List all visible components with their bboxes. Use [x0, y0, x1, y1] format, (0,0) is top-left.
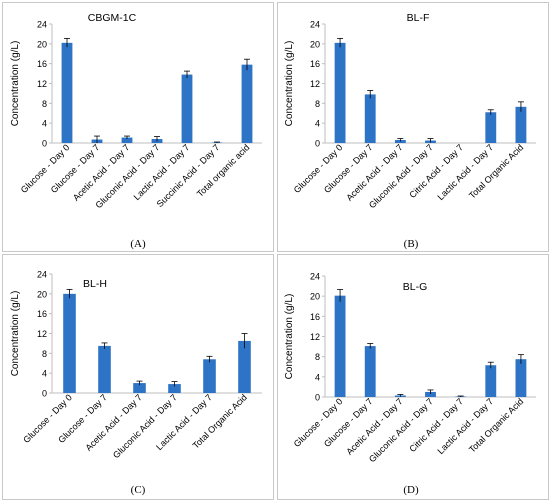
- bar: [334, 42, 346, 143]
- y-tick-label: 4: [315, 372, 320, 382]
- y-tick-label: 16: [310, 312, 320, 322]
- y-tick-label: 8: [42, 99, 47, 109]
- bar: [485, 112, 497, 143]
- panel-label-a: (A): [130, 238, 146, 250]
- bar: [485, 365, 497, 397]
- y-tick-label: 12: [37, 329, 47, 339]
- bar: [181, 74, 193, 143]
- y-tick-label: 24: [37, 20, 47, 30]
- y-tick-label: 0: [315, 139, 320, 149]
- bar: [61, 42, 73, 143]
- y-tick-label: 12: [310, 79, 320, 89]
- y-tick-label: 4: [42, 369, 47, 379]
- y-axis-label: Concentration (g/L): [284, 294, 295, 380]
- y-tick-label: 0: [315, 393, 320, 403]
- y-tick-label: 20: [37, 39, 47, 49]
- chart-title: BL-H: [83, 278, 107, 290]
- y-tick-label: 8: [42, 349, 47, 359]
- y-tick-label: 0: [42, 389, 47, 399]
- bar: [334, 295, 346, 397]
- bar: [364, 94, 376, 143]
- panel-c-frame: [2, 254, 274, 500]
- y-tick-label: 12: [37, 79, 47, 89]
- panel-label-b: (B): [403, 238, 419, 250]
- y-tick-label: 16: [37, 59, 47, 69]
- x-tick-label: Acetic Acid - Day 7: [344, 396, 404, 456]
- y-tick-label: 4: [315, 119, 320, 129]
- x-tick-label: Total Organic Acid: [467, 396, 525, 454]
- bar: [425, 391, 436, 397]
- bar: [121, 137, 133, 143]
- bar: [515, 106, 527, 143]
- y-axis-label: Concentration (g/L): [284, 41, 295, 127]
- y-tick-label: 16: [310, 59, 320, 69]
- bar: [63, 293, 76, 393]
- panel-label-c: (C): [130, 484, 146, 496]
- bar: [203, 359, 216, 393]
- y-tick-label: 24: [310, 272, 320, 282]
- chart-title: BL-G: [403, 281, 428, 293]
- bar: [515, 359, 527, 397]
- y-tick-label: 20: [310, 39, 320, 49]
- y-tick-label: 0: [42, 139, 47, 149]
- panel-label-d: (D): [403, 484, 419, 496]
- bar: [98, 345, 111, 393]
- y-tick-label: 16: [37, 309, 47, 319]
- bar: [238, 340, 251, 393]
- panel-a-frame: [2, 2, 274, 252]
- y-tick-label: 24: [310, 20, 320, 30]
- bar: [133, 383, 146, 393]
- x-tick-label: Citric Acid - Day 7: [407, 396, 465, 454]
- y-axis-label: Concentration (g/L): [10, 291, 21, 377]
- bar: [364, 346, 376, 397]
- y-tick-label: 8: [315, 99, 320, 109]
- y-tick-label: 12: [310, 332, 320, 342]
- y-axis-label: Concentration (g/L): [10, 41, 21, 127]
- x-tick-label: Lactic Acid - Day 7: [435, 396, 495, 456]
- bar: [168, 384, 181, 393]
- chart-title: BL-F: [407, 12, 430, 24]
- y-tick-label: 4: [42, 119, 47, 129]
- chart-title: CBGM-1C: [88, 12, 137, 24]
- y-tick-label: 20: [37, 289, 47, 299]
- y-tick-label: 24: [37, 270, 47, 280]
- bar: [241, 64, 253, 143]
- y-tick-label: 20: [310, 292, 320, 302]
- y-tick-label: 8: [315, 352, 320, 362]
